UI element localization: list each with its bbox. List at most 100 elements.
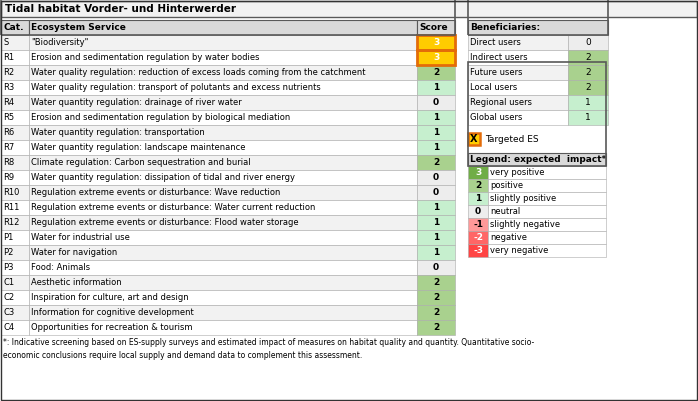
Bar [1,215,29,230]
Bar [417,35,455,50]
Bar [468,133,480,145]
Bar [1,290,29,305]
Text: "Biodiversity": "Biodiversity" [31,38,89,47]
Text: Cat.: Cat. [3,23,24,32]
Bar [568,95,608,110]
Bar [417,320,455,335]
Bar [417,20,455,35]
Text: 0: 0 [433,173,439,182]
Text: Score: Score [419,23,447,32]
Bar [417,245,455,260]
Text: R5: R5 [3,113,14,122]
Bar [29,95,417,110]
Text: neutral: neutral [490,207,520,216]
Bar [417,185,455,200]
Text: R9: R9 [3,173,14,182]
Text: Tidal habitat Vorder- und Hinterwerder: Tidal habitat Vorder- und Hinterwerder [5,4,236,14]
Bar [29,20,417,35]
Bar [1,200,29,215]
Text: 1: 1 [433,233,439,242]
Bar [468,192,488,205]
Bar [1,35,29,50]
Bar [1,245,29,260]
Bar [568,80,608,95]
Text: -3: -3 [473,246,483,255]
Bar [468,80,568,95]
Text: 2: 2 [433,323,439,332]
Text: 0: 0 [433,263,439,272]
Text: Water quantity regulation: dissipation of tidal and river energy: Water quantity regulation: dissipation o… [31,173,295,182]
Bar [468,20,608,35]
Bar [417,35,455,50]
Text: 0: 0 [475,207,481,216]
Text: 2: 2 [585,68,591,77]
Text: R3: R3 [3,83,14,92]
Text: Local users: Local users [470,83,517,92]
Text: very positive: very positive [490,168,544,177]
Text: Information for cognitive development: Information for cognitive development [31,308,194,317]
Text: 1: 1 [433,143,439,152]
Bar [1,0,455,35]
Text: Regional users: Regional users [470,98,532,107]
Bar [29,170,417,185]
Bar [488,244,606,257]
Text: R12: R12 [3,218,20,227]
Bar [417,305,455,320]
Bar [417,200,455,215]
Bar [417,260,455,275]
Text: 2: 2 [433,293,439,302]
Bar [1,305,29,320]
Bar [29,125,417,140]
Bar [1,320,29,335]
Text: 1: 1 [433,248,439,257]
Bar [417,65,455,80]
Text: P2: P2 [3,248,13,257]
Bar [488,205,606,218]
Bar [417,230,455,245]
Text: C2: C2 [3,293,14,302]
Text: Water quantity regulation: landscape maintenance: Water quantity regulation: landscape mai… [31,143,246,152]
Text: very negative: very negative [490,246,549,255]
Text: C1: C1 [3,278,14,287]
Text: Indirect users: Indirect users [470,53,528,62]
Text: R4: R4 [3,98,14,107]
Bar [29,35,417,50]
Bar [1,20,29,35]
Bar [29,215,417,230]
Text: -2: -2 [473,233,483,242]
Text: Regulation extreme events or disturbance: Wave reduction: Regulation extreme events or disturbance… [31,188,281,197]
Text: R7: R7 [3,143,14,152]
Text: Ecosystem Service: Ecosystem Service [31,23,126,32]
Bar [1,260,29,275]
Text: P1: P1 [3,233,13,242]
Text: positive: positive [490,181,523,190]
Bar [29,260,417,275]
Text: Aesthetic information: Aesthetic information [31,278,121,287]
Bar [417,275,455,290]
Bar [417,80,455,95]
Bar [468,244,488,257]
Text: C3: C3 [3,308,14,317]
Bar [29,245,417,260]
Bar [29,155,417,170]
Bar [468,50,568,65]
Text: Inspiration for culture, art and design: Inspiration for culture, art and design [31,293,188,302]
Text: slightly positive: slightly positive [490,194,556,203]
Text: Beneficiaries:: Beneficiaries: [470,23,540,32]
Bar [1,95,29,110]
Text: slightly negative: slightly negative [490,220,560,229]
Text: R2: R2 [3,68,14,77]
Bar [468,95,568,110]
Text: R1: R1 [3,53,14,62]
Bar [468,35,568,50]
Text: 1: 1 [433,113,439,122]
Text: Water quality regulation: reduction of excess loads coming from the catchment: Water quality regulation: reduction of e… [31,68,366,77]
Bar [29,140,417,155]
Bar [1,65,29,80]
Text: Direct users: Direct users [470,38,521,47]
Bar [29,200,417,215]
Text: -1: -1 [473,220,483,229]
Text: 2: 2 [585,83,591,92]
Bar [1,140,29,155]
Text: 1: 1 [585,113,591,122]
